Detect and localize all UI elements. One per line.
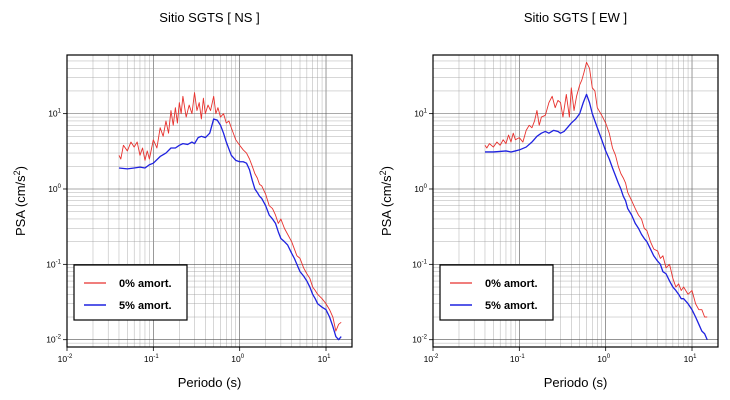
- series-line-damping-5: [484, 93, 708, 340]
- legend-label: 5% amort.: [485, 300, 538, 312]
- plot-frame: [432, 54, 719, 348]
- x-axis-label: Periodo (s): [178, 375, 242, 390]
- y-tick-label: 100: [414, 184, 427, 194]
- legend-label: 0% amort.: [485, 278, 538, 290]
- x-tick-label: 100: [231, 354, 244, 364]
- y-axis-label: PSA (cm/s2): [378, 166, 394, 236]
- x-tick-label: 100: [597, 354, 610, 364]
- x-axis-label: Periodo (s): [544, 375, 608, 390]
- chart-title: Sitio SGTS [ NS ]: [159, 10, 259, 25]
- x-tick-label: 10-2: [58, 354, 73, 364]
- chart-panel-2: Sitio SGTS [ EW ] 10-2 10-1 100 101 10-2 10-1 1…: [378, 10, 719, 390]
- x-tick-label: 101: [684, 354, 697, 364]
- series-line-damping-0: [484, 61, 708, 318]
- grid: [66, 54, 353, 348]
- y-tick-label: 10-2: [412, 335, 427, 345]
- y-axis-label: PSA (cm/s2): [12, 166, 28, 236]
- series-line-damping-0: [118, 92, 342, 332]
- y-tick-label: 100: [48, 184, 61, 194]
- x-tick-label: 10-2: [424, 354, 439, 364]
- legend-box: [439, 264, 554, 321]
- series-line-damping-5: [118, 118, 342, 341]
- plot-frame: [66, 54, 353, 348]
- y-tick-label: 10-2: [46, 335, 61, 345]
- y-tick-label: 101: [414, 109, 427, 119]
- x-tick-label: 10-1: [510, 354, 525, 364]
- legend-label: 0% amort.: [119, 278, 172, 290]
- legend-label: 5% amort.: [119, 300, 172, 312]
- y-tick-label: 101: [48, 109, 61, 119]
- legend: 0% amort. 5% amort.: [439, 264, 554, 321]
- chart-title: Sitio SGTS [ EW ]: [524, 10, 627, 25]
- x-tick-label: 10-1: [144, 354, 159, 364]
- chart-panel-1: Sitio SGTS [ NS ] 10-2 10-1 100 101 10-2 10-1 1…: [12, 10, 353, 390]
- y-tick-label: 10-1: [412, 259, 427, 269]
- x-tick-label: 101: [318, 354, 331, 364]
- legend: 0% amort. 5% amort.: [73, 264, 188, 321]
- legend-box: [73, 264, 188, 321]
- y-tick-label: 10-1: [46, 259, 61, 269]
